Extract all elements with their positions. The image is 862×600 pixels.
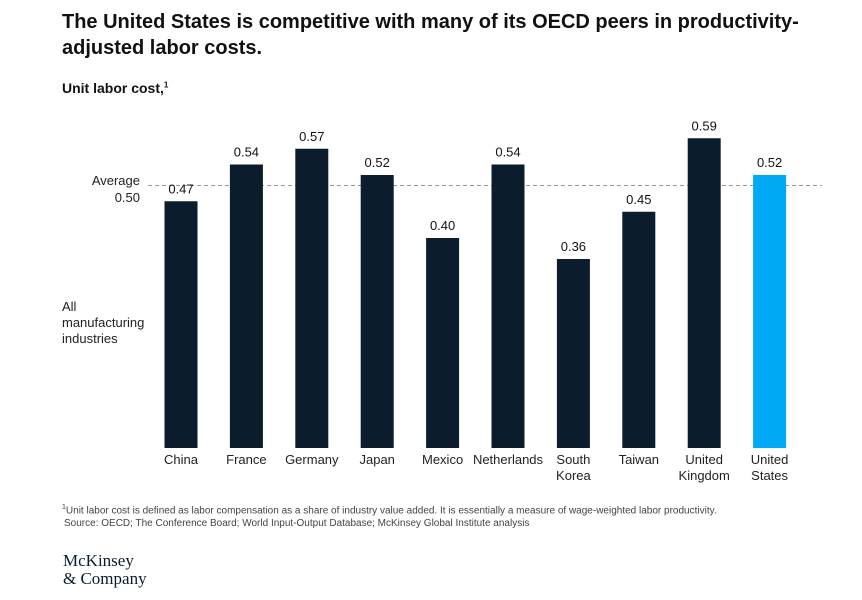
category-label: France [226,452,266,467]
chart-subtitle: Unit labor cost,1 [62,80,168,96]
category-label: United [751,452,789,467]
logo-line-2: & Company [63,569,147,588]
data-label: 0.40 [430,218,455,233]
data-label: 0.54 [234,145,259,160]
data-label: 0.45 [626,192,651,207]
category-label: Japan [359,452,394,467]
average-label: Average 0.50 [62,172,140,206]
logo-line-1: McKinsey [63,551,134,570]
footnote: 1Unit labor cost is defined as labor com… [62,501,822,530]
chart-title: The United States is competitive with ma… [62,11,799,59]
average-label-text: Average [91,173,140,188]
data-label: 0.52 [365,155,390,170]
category-label: Korea [556,468,591,483]
mckinsey-logo: McKinsey & Company [63,552,147,588]
data-label: 0.36 [561,239,586,254]
bar [295,148,329,448]
bar [491,164,525,448]
category-label: Taiwan [619,452,659,467]
row-label: All manufacturing industries [62,299,145,346]
bar [622,211,656,448]
data-label: 0.47 [168,181,193,196]
category-label: Kingdom [679,468,730,483]
average-value-text: 0.50 [114,190,140,205]
data-label: 0.59 [692,118,717,133]
data-label: 0.54 [495,145,520,160]
category-label: United [685,452,723,467]
category-label: Netherlands [473,452,544,467]
bar [360,175,394,448]
category-label: South [556,452,590,467]
footnote-source: Source: OECD; The Conference Board; Worl… [64,518,530,530]
category-label: States [751,468,788,483]
subtitle-footnote-marker: 1 [163,80,169,90]
footnote-definition-text: Unit labor cost is defined as labor comp… [65,505,717,517]
category-label: China [164,452,199,467]
category-label: Germany [285,452,339,467]
bar [687,138,721,448]
bar [229,164,263,448]
bar-chart: 0.47 China 0.54 France 0.57 Germany 0.52 Japan 0… [148,118,822,483]
subtitle-text: Unit labor cost, [62,80,164,96]
data-label: 0.57 [299,129,324,144]
category-label: Mexico [422,452,463,467]
footnote-marker: 1 [62,504,66,511]
bar [753,175,787,448]
footnote-definition: 1Unit labor cost is defined as labor com… [62,501,822,517]
bar [426,238,460,448]
bar [556,259,590,448]
bar [164,201,198,448]
data-label: 0.52 [757,155,782,170]
